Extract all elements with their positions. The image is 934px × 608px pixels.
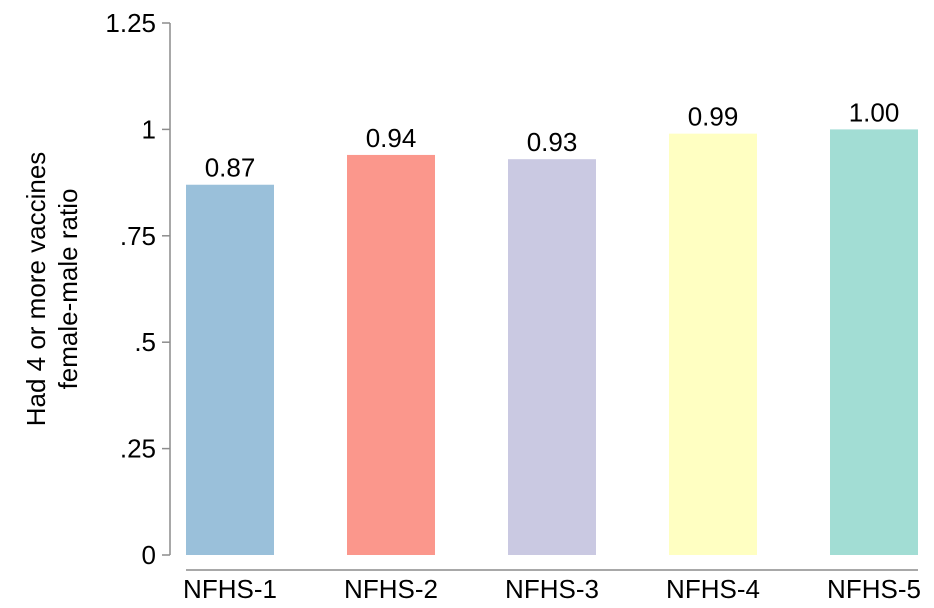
bar-nfhs-2: [347, 154, 435, 555]
y-tick-label: 0: [142, 540, 156, 570]
x-tick-label: NFHS-1: [183, 574, 277, 604]
value-labels: 0.87 0.94 0.93 0.99 1.00: [205, 97, 900, 182]
bar-value-label: 0.93: [527, 127, 578, 157]
x-tick-label: NFHS-5: [827, 574, 921, 604]
bar-nfhs-1: [186, 184, 274, 555]
bar-value-label: 0.99: [688, 102, 739, 132]
y-axis-label: Had 4 or more vaccines female-male ratio: [21, 152, 83, 427]
y-axis-title-line: Had 4 or more vaccines: [21, 152, 51, 427]
x-tick-label: NFHS-2: [344, 574, 438, 604]
bar-nfhs-5: [830, 129, 918, 555]
y-tick-label: .75: [120, 221, 156, 251]
bar-value-label: 0.94: [366, 123, 417, 153]
x-tick-label: NFHS-3: [505, 574, 599, 604]
bars: [186, 129, 918, 555]
bar-nfhs-4: [669, 133, 757, 555]
y-axis-title-line: female-male ratio: [53, 189, 83, 390]
y-axis: 0 .25 .5 .75 1 1.25: [105, 8, 171, 570]
y-tick-label: 1: [142, 114, 156, 144]
bar-value-label: 0.87: [205, 153, 256, 183]
x-axis: NFHS-1 NFHS-2 NFHS-3 NFHS-4 NFHS-5: [183, 569, 921, 604]
y-tick-label: .5: [134, 327, 156, 357]
y-tick-label: .25: [120, 434, 156, 464]
x-tick-label: NFHS-4: [666, 574, 760, 604]
bar-nfhs-3: [508, 159, 596, 555]
bar-value-label: 1.00: [849, 97, 900, 127]
y-tick-label: 1.25: [105, 8, 156, 38]
